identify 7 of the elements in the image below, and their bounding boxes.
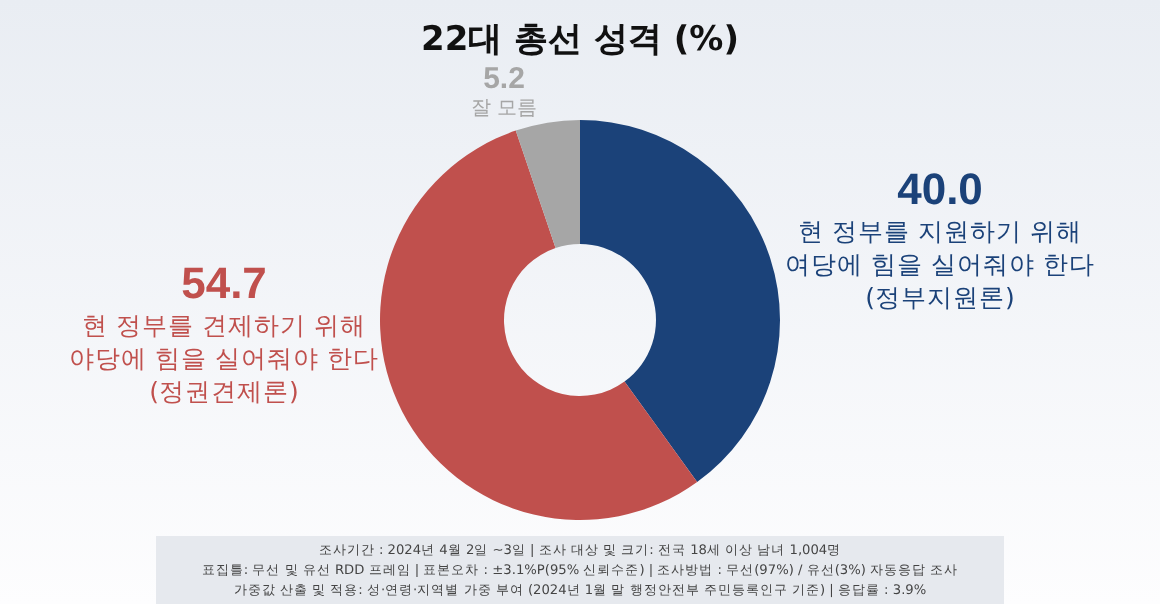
slice-label: 현 정부를 지원하기 위해 여당에 힘을 실어줘야 한다 (정부지원론) [785, 216, 1095, 313]
data-label: 40.0 [897, 164, 983, 215]
slice-label: 잘 모름 [470, 97, 538, 120]
data-label: 5.2 [483, 62, 525, 97]
data-label: 54.7 [181, 258, 267, 309]
chart-title: 22대 총선 성격 (%) [419, 18, 741, 62]
slice-label: 현 정부를 견제하기 위해 야당에 힘을 실어줘야 한다 (정권견제론) [69, 310, 379, 407]
